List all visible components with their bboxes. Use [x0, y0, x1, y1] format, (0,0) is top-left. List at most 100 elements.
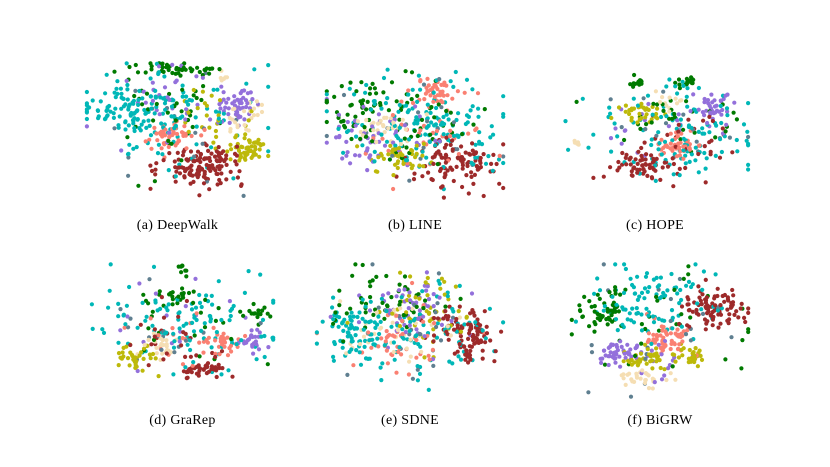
scatter-point — [148, 356, 153, 361]
scatter-point — [415, 378, 420, 383]
scatter-point — [426, 353, 431, 358]
scatter-point — [149, 146, 154, 151]
scatter-point — [589, 343, 594, 348]
scatter-point — [201, 181, 207, 186]
scatter-point — [251, 351, 256, 356]
scatter-point — [677, 153, 682, 158]
scatter-point — [667, 95, 672, 100]
scatter-point — [404, 346, 409, 351]
scatter-point — [133, 62, 138, 68]
scatter-point — [681, 144, 686, 149]
scatter-point — [732, 312, 737, 317]
scatter-point — [429, 105, 434, 110]
scatter-point — [192, 333, 197, 338]
scatter-point — [696, 107, 701, 112]
scatter-point — [128, 316, 133, 321]
scatter-point — [665, 288, 670, 293]
scatter-point — [616, 159, 621, 165]
scatter-point — [104, 72, 109, 77]
scatter-point — [469, 160, 474, 165]
scatter-point — [392, 308, 397, 313]
scatter-point — [148, 316, 153, 321]
scatter-point — [448, 142, 453, 147]
scatter-point — [484, 331, 490, 336]
scatter-point — [671, 184, 676, 189]
scatter-point — [171, 331, 176, 336]
scatter-point — [699, 357, 705, 362]
scatter-point — [673, 84, 678, 89]
scatter-point — [250, 153, 256, 158]
scatter-point — [447, 359, 452, 364]
scatter-point — [490, 168, 495, 173]
scatter-point — [480, 356, 485, 361]
scatter-point — [266, 149, 271, 154]
scatter-point — [658, 275, 663, 280]
scatter-point — [385, 96, 390, 101]
scatter-point — [183, 120, 188, 125]
scatter-point — [435, 86, 440, 92]
scatter-point — [176, 311, 181, 316]
scatter-point — [167, 134, 172, 139]
scatter-point — [481, 152, 486, 157]
scatter-point — [229, 336, 234, 342]
scatter-point — [213, 168, 218, 173]
scatter-point — [431, 292, 436, 297]
scatter-point — [186, 102, 191, 107]
scatter-point — [342, 317, 347, 322]
scatter-point — [450, 138, 455, 143]
scatter-point — [469, 174, 474, 179]
scatter-point — [686, 264, 691, 269]
scatter-point — [708, 152, 713, 157]
scatter-point — [203, 176, 208, 181]
scatter-point — [636, 79, 641, 84]
scatter-point — [194, 124, 199, 129]
scatter-point — [389, 116, 394, 121]
scatter-plot-hope — [563, 72, 751, 189]
scatter-point — [461, 344, 466, 349]
scatter-point — [105, 113, 110, 119]
scatter-point — [330, 305, 335, 310]
scatter-point — [681, 148, 686, 153]
scatter-point — [663, 342, 668, 348]
scatter-point — [402, 136, 407, 141]
scatter-point — [732, 100, 737, 105]
scatter-point — [439, 185, 444, 190]
scatter-point — [592, 329, 597, 334]
scatter-point — [474, 126, 479, 131]
scatter-point — [197, 292, 202, 298]
scatter-point — [420, 149, 425, 154]
scatter-point — [221, 97, 226, 102]
scatter-point — [158, 336, 163, 341]
scatter-point — [180, 286, 185, 291]
scatter-point — [235, 110, 240, 115]
scatter-point — [216, 344, 222, 349]
scatter-point — [746, 306, 751, 311]
scatter-point — [460, 184, 465, 190]
scatter-point — [377, 331, 382, 337]
scatter-point — [422, 334, 427, 339]
scatter-point — [169, 141, 174, 146]
scatter-point — [202, 321, 207, 326]
scatter-point — [262, 333, 267, 339]
scatter-point — [382, 143, 388, 148]
scatter-point — [589, 350, 595, 355]
scatter-point — [678, 140, 683, 145]
scatter-point — [677, 82, 682, 87]
scatter-point — [427, 310, 432, 315]
scatter-point — [701, 269, 706, 274]
scatter-point — [359, 80, 364, 85]
scatter-point — [702, 144, 707, 149]
scatter-point — [439, 322, 444, 327]
scatter-point — [166, 302, 171, 307]
scatter-point — [746, 167, 751, 172]
scatter-point — [397, 117, 402, 122]
scatter-point — [676, 334, 681, 339]
caption-label: (b) — [387, 218, 406, 233]
scatter-point — [175, 150, 180, 155]
scatter-point — [344, 129, 350, 135]
scatter-point — [337, 303, 342, 308]
scatter-point — [668, 346, 673, 352]
scatter-point — [450, 96, 455, 101]
scatter-point — [242, 109, 247, 114]
